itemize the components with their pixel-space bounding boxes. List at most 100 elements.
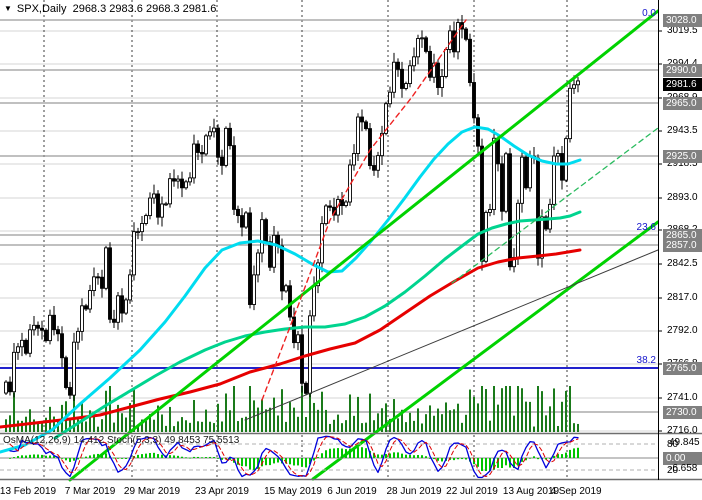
candle-body bbox=[360, 116, 364, 123]
osma-histogram-bar bbox=[433, 458, 435, 460]
volume-bar bbox=[85, 421, 87, 432]
candle-body bbox=[96, 276, 100, 279]
osma-histogram-bar bbox=[49, 455, 51, 458]
volume-bar bbox=[45, 417, 47, 432]
date-label: 22 Jul 2019 bbox=[446, 486, 498, 497]
volume-bar bbox=[21, 420, 23, 432]
volume-bar bbox=[297, 416, 299, 432]
candle-body bbox=[72, 341, 76, 396]
volume-bar bbox=[169, 406, 171, 432]
ma-mid-spring-line bbox=[53, 210, 582, 440]
fib-level-label: 0.0 bbox=[642, 8, 656, 19]
osma-histogram-bar bbox=[421, 455, 423, 458]
osma-histogram-bar bbox=[33, 454, 35, 458]
osma-histogram-bar bbox=[485, 458, 487, 471]
candle-body bbox=[380, 132, 384, 157]
candle-body bbox=[252, 274, 256, 305]
candle-body bbox=[32, 324, 36, 331]
candle-body bbox=[88, 290, 92, 310]
volume-bar bbox=[313, 402, 315, 432]
volume-bar bbox=[381, 408, 383, 432]
candle-body bbox=[144, 215, 148, 224]
candle-body bbox=[192, 143, 196, 179]
volume-bar bbox=[385, 403, 387, 432]
candle-body bbox=[300, 334, 304, 384]
candle-body bbox=[324, 205, 328, 225]
volume-bar bbox=[53, 416, 55, 432]
volume-bar bbox=[197, 421, 199, 432]
osma-histogram-bar bbox=[69, 458, 71, 462]
osma-histogram-bar bbox=[549, 458, 551, 459]
osma-histogram-bar bbox=[301, 458, 303, 467]
candle-body bbox=[284, 285, 288, 292]
osma-histogram-bar bbox=[441, 458, 443, 462]
candle-body bbox=[536, 157, 540, 259]
candle-body bbox=[548, 203, 552, 230]
volume-bar bbox=[525, 401, 527, 432]
osma-histogram-bar bbox=[377, 454, 379, 458]
date-label: 13 Feb 2019 bbox=[0, 486, 57, 497]
candle-body bbox=[28, 329, 32, 354]
osma-histogram-bar bbox=[413, 455, 415, 458]
candle-body bbox=[140, 223, 144, 233]
osma-histogram-bar bbox=[397, 452, 399, 458]
volume-bar bbox=[181, 417, 183, 432]
volume-bar bbox=[341, 423, 343, 432]
volume-bar bbox=[573, 423, 575, 432]
volume-bar bbox=[513, 415, 515, 432]
volume-bar bbox=[441, 414, 443, 432]
osma-histogram-bar bbox=[249, 458, 251, 470]
osma-histogram-bar bbox=[341, 448, 343, 458]
candle-body bbox=[480, 145, 484, 262]
candle-body bbox=[4, 381, 8, 394]
candle-body bbox=[236, 208, 240, 217]
osma-histogram-bar bbox=[273, 458, 275, 464]
osma-histogram-bar bbox=[573, 448, 575, 458]
candle-body bbox=[476, 117, 480, 147]
osma-histogram-bar bbox=[157, 454, 159, 458]
candle-body bbox=[260, 219, 264, 254]
osma-histogram-bar bbox=[9, 458, 11, 459]
candle-body bbox=[272, 234, 276, 268]
osma-histogram-bar bbox=[217, 458, 219, 459]
osma-histogram-bar bbox=[61, 458, 63, 459]
candle-body bbox=[572, 84, 576, 89]
volume-bar bbox=[485, 389, 487, 432]
volume-bar bbox=[477, 403, 479, 432]
date-label: 7 Mar 2019 bbox=[64, 486, 116, 497]
volume-bar bbox=[245, 416, 247, 432]
volume-bar bbox=[413, 420, 415, 432]
price-level-badge: 2990.0 bbox=[663, 63, 702, 77]
osma-histogram-bar bbox=[209, 456, 211, 458]
volume-bar bbox=[205, 409, 207, 432]
candle-body bbox=[100, 276, 104, 289]
volume-bar bbox=[445, 402, 447, 432]
candle-body bbox=[528, 155, 532, 189]
volume-bar bbox=[465, 414, 467, 432]
volume-bar bbox=[489, 420, 491, 432]
candle-body bbox=[204, 135, 208, 155]
volume-bar bbox=[173, 426, 175, 432]
osma-histogram-bar bbox=[529, 457, 531, 459]
osma-histogram-bar bbox=[89, 455, 91, 458]
candle-body bbox=[368, 128, 372, 166]
volume-bar bbox=[277, 415, 279, 432]
volume-bar bbox=[393, 399, 395, 432]
osma-histogram-bar bbox=[121, 458, 123, 459]
volume-bar bbox=[325, 409, 327, 432]
volume-bar bbox=[373, 420, 375, 432]
volume-bar bbox=[273, 397, 275, 432]
fib-level-label: 23.6 bbox=[636, 222, 656, 233]
candle-body bbox=[160, 203, 164, 218]
volume-bar bbox=[349, 394, 351, 432]
candle-body bbox=[44, 329, 48, 342]
candle-body bbox=[344, 201, 348, 207]
volume-bar bbox=[333, 419, 335, 432]
volume-bar bbox=[257, 407, 259, 432]
volume-bar bbox=[117, 404, 119, 432]
candle-body bbox=[124, 299, 128, 314]
indicator-level-tick: 20 bbox=[667, 465, 679, 476]
candle-body bbox=[316, 262, 320, 287]
osma-histogram-bar bbox=[521, 458, 523, 462]
